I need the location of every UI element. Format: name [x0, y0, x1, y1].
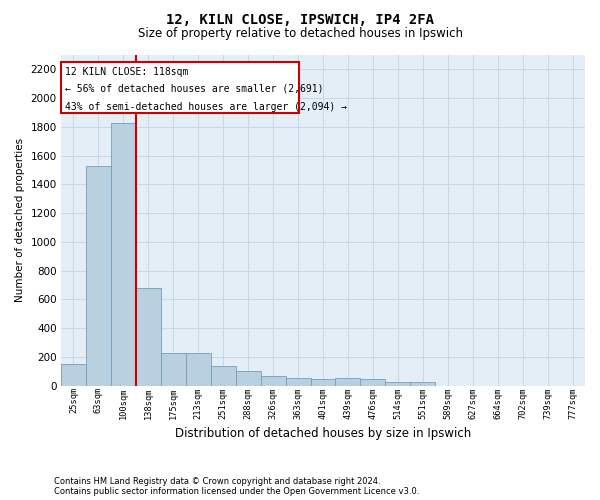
- Text: 12 KILN CLOSE: 118sqm: 12 KILN CLOSE: 118sqm: [65, 66, 188, 76]
- Bar: [385, 382, 410, 386]
- Bar: [236, 372, 260, 386]
- Bar: [86, 166, 111, 386]
- Text: 12, KILN CLOSE, IPSWICH, IP4 2FA: 12, KILN CLOSE, IPSWICH, IP4 2FA: [166, 12, 434, 26]
- FancyBboxPatch shape: [61, 62, 299, 113]
- Y-axis label: Number of detached properties: Number of detached properties: [15, 138, 25, 302]
- Text: ← 56% of detached houses are smaller (2,691): ← 56% of detached houses are smaller (2,…: [65, 84, 324, 94]
- Bar: [211, 366, 236, 386]
- Text: Contains HM Land Registry data © Crown copyright and database right 2024.: Contains HM Land Registry data © Crown c…: [54, 477, 380, 486]
- Bar: [260, 376, 286, 386]
- Text: Contains public sector information licensed under the Open Government Licence v3: Contains public sector information licen…: [54, 487, 419, 496]
- Bar: [286, 378, 311, 386]
- Bar: [361, 378, 385, 386]
- Text: 43% of semi-detached houses are larger (2,094) →: 43% of semi-detached houses are larger (…: [65, 102, 347, 112]
- Bar: [410, 382, 435, 386]
- Bar: [186, 352, 211, 386]
- Bar: [61, 364, 86, 386]
- Bar: [111, 122, 136, 386]
- Bar: [136, 288, 161, 386]
- Bar: [161, 352, 186, 386]
- X-axis label: Distribution of detached houses by size in Ipswich: Distribution of detached houses by size …: [175, 427, 471, 440]
- Text: Size of property relative to detached houses in Ipswich: Size of property relative to detached ho…: [137, 28, 463, 40]
- Bar: [311, 378, 335, 386]
- Bar: [335, 378, 361, 386]
